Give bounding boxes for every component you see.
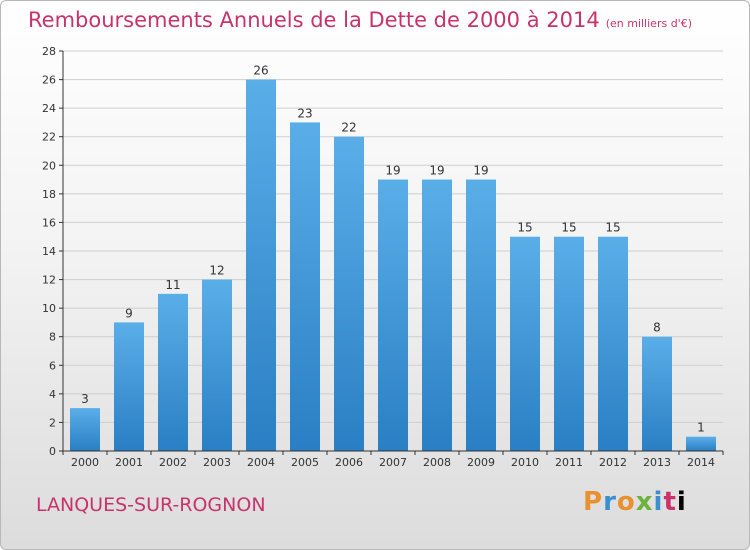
data-label: 9 xyxy=(125,306,133,320)
bar xyxy=(290,122,320,451)
bar xyxy=(158,293,188,451)
y-tick-label: 22 xyxy=(42,131,56,144)
data-label: 8 xyxy=(653,321,661,335)
y-tick-label: 0 xyxy=(49,445,56,458)
y-tick-label: 24 xyxy=(42,102,56,115)
y-tick-label: 6 xyxy=(49,359,56,372)
logo-letter: P xyxy=(583,487,604,517)
y-tick-label: 8 xyxy=(49,331,56,344)
x-tick-label: 2002 xyxy=(159,456,187,469)
x-tick-label: 2009 xyxy=(467,456,495,469)
bar-layer: 3 9 11 12 26 23 22 19 19 19 15 15 15 8 1 xyxy=(70,64,716,452)
y-tick-label: 4 xyxy=(49,388,56,401)
bar xyxy=(466,179,496,452)
bar xyxy=(642,336,672,451)
bar xyxy=(114,322,144,451)
data-label: 22 xyxy=(341,121,356,135)
bar xyxy=(334,136,364,451)
logo-letter: i xyxy=(653,487,664,517)
bar xyxy=(70,408,100,451)
x-tick-label: 2007 xyxy=(379,456,407,469)
bar xyxy=(422,179,452,452)
bar xyxy=(686,436,716,451)
bar xyxy=(378,179,408,452)
bar xyxy=(202,279,232,451)
y-tick-label: 10 xyxy=(42,302,56,315)
data-label: 12 xyxy=(209,264,224,278)
chart-title-text: Remboursements Annuels de la Dette de 20… xyxy=(28,8,600,32)
x-tick-label: 2008 xyxy=(423,456,451,469)
y-tick-label: 28 xyxy=(42,45,56,58)
x-tick-label: 2014 xyxy=(687,456,715,469)
logo-letter: r xyxy=(603,487,617,517)
x-tick-label: 2011 xyxy=(555,456,583,469)
data-label: 15 xyxy=(561,221,576,235)
chart-title: Remboursements Annuels de la Dette de 20… xyxy=(28,8,692,32)
y-tick-label: 14 xyxy=(42,245,56,258)
bar xyxy=(598,236,628,451)
data-label: 15 xyxy=(605,221,620,235)
y-tick-label: 20 xyxy=(42,159,56,172)
unit-note: (en milliers d'€) xyxy=(605,17,692,30)
x-tick-label: 2006 xyxy=(335,456,363,469)
bar xyxy=(554,236,584,451)
y-tick-label: 16 xyxy=(42,216,56,229)
data-label: 26 xyxy=(253,64,268,78)
y-tick-label: 2 xyxy=(49,416,56,429)
y-tick-label: 18 xyxy=(42,188,56,201)
data-label: 15 xyxy=(517,221,532,235)
x-tick-label: 2000 xyxy=(71,456,99,469)
commune-name: LANQUES-SUR-ROGNON xyxy=(36,494,266,516)
data-label: 19 xyxy=(473,164,488,178)
logo-letter: t xyxy=(663,487,677,517)
y-tick-label: 12 xyxy=(42,274,56,287)
proxiti-logo[interactable]: Proxiti xyxy=(583,487,687,517)
x-tick-label: 2013 xyxy=(643,456,671,469)
y-tick-label: 26 xyxy=(42,74,56,87)
data-label: 19 xyxy=(429,164,444,178)
x-tick-label: 2004 xyxy=(247,456,275,469)
bar xyxy=(510,236,540,451)
bar xyxy=(246,79,276,452)
x-tick-label: 2012 xyxy=(599,456,627,469)
data-label: 23 xyxy=(297,106,312,120)
x-tick-label: 2005 xyxy=(291,456,319,469)
logo-letter: i xyxy=(676,487,687,517)
x-tick-label: 2003 xyxy=(203,456,231,469)
data-label: 11 xyxy=(165,278,180,292)
x-tick-label: 2010 xyxy=(511,456,539,469)
logo-letter: x xyxy=(635,487,654,517)
x-tick-label: 2001 xyxy=(115,456,143,469)
data-label: 1 xyxy=(697,421,705,435)
data-label: 3 xyxy=(81,392,89,406)
data-label: 19 xyxy=(385,164,400,178)
logo-letter: o xyxy=(616,487,636,517)
